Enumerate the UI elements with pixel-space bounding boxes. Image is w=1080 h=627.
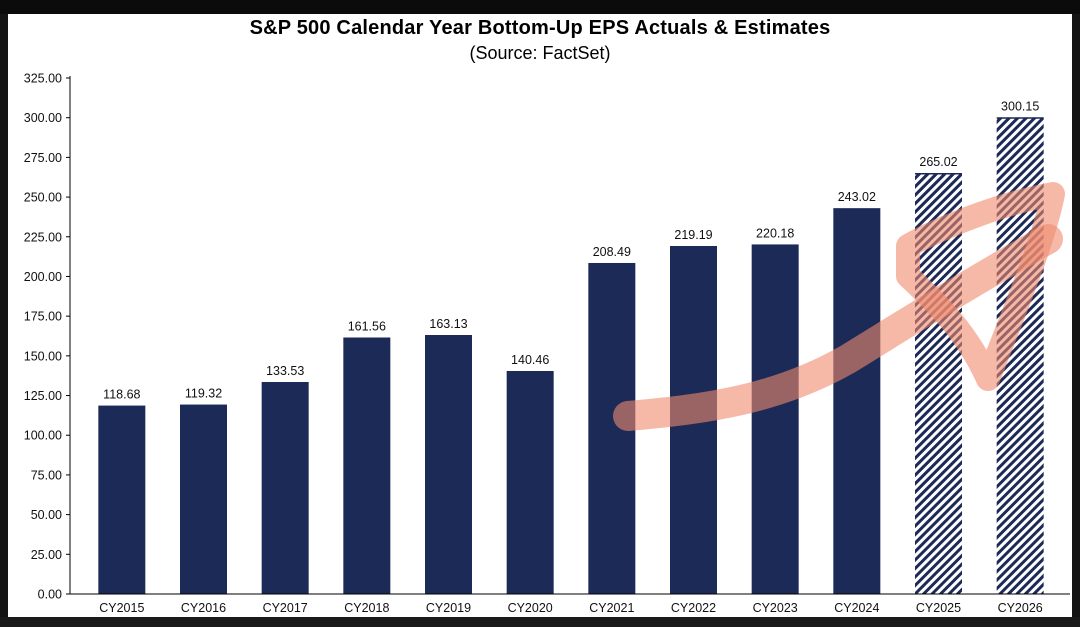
chart-card: S&P 500 Calendar Year Bottom-Up EPS Actu… <box>8 14 1072 617</box>
bar-actual <box>180 404 227 594</box>
data-label: 243.02 <box>838 190 876 204</box>
data-label: 219.19 <box>674 228 712 242</box>
y-tick-label: 0.00 <box>38 588 62 602</box>
category-label: CY2022 <box>671 601 716 615</box>
data-label: 265.02 <box>919 155 957 169</box>
eps-bar-chart: 0.00 25.00 50.00 75.00 100.00 125.00 150.00 175… <box>24 72 1070 615</box>
category-label: CY2016 <box>181 601 226 615</box>
bar-actual <box>506 370 554 594</box>
annotation-arrow-shaft <box>613 224 1063 431</box>
annotation-arrow-head <box>896 182 1065 391</box>
annotation-arrow <box>613 182 1065 431</box>
category-label: CY2023 <box>753 601 798 615</box>
data-label: 133.53 <box>266 364 304 378</box>
y-tick-label: 125.00 <box>24 389 62 403</box>
bar-actual <box>833 208 881 595</box>
top-dark-band <box>0 0 1080 14</box>
y-tick-label: 50.00 <box>31 508 62 522</box>
y-tick-label: 225.00 <box>24 230 62 244</box>
chart-subtitle: (Source: FactSet) <box>469 43 611 63</box>
category-label: CY2024 <box>834 601 879 615</box>
bar-actual <box>425 334 472 594</box>
category-label: CY2021 <box>589 601 634 615</box>
data-label: 119.32 <box>185 387 222 401</box>
y-tick-label: 75.00 <box>31 468 62 482</box>
bar-actual <box>261 381 309 594</box>
data-label: 163.13 <box>429 317 467 331</box>
category-label: CY2018 <box>344 601 389 615</box>
bar-actual <box>751 244 799 594</box>
data-label: 300.15 <box>1001 99 1039 113</box>
y-tick-label: 25.00 <box>31 548 62 562</box>
bottom-dark-band <box>0 617 1080 627</box>
y-tick-label: 150.00 <box>24 349 62 363</box>
category-label: CY2015 <box>99 601 144 615</box>
data-label: 208.49 <box>593 245 631 259</box>
category-label: CY2017 <box>263 601 308 615</box>
bar-actual <box>98 405 146 594</box>
category-label: CY2025 <box>916 601 961 615</box>
y-tick-label: 325.00 <box>24 72 62 86</box>
bar-actual <box>343 337 391 594</box>
y-tick-label: 200.00 <box>24 270 62 284</box>
y-axis: 0.00 25.00 50.00 75.00 100.00 125.00 150.00 175… <box>24 72 71 602</box>
category-label: CY2026 <box>998 601 1043 615</box>
category-label: CY2020 <box>508 601 553 615</box>
y-tick-label: 175.00 <box>24 310 62 324</box>
y-tick-label: 100.00 <box>24 429 62 443</box>
chart-title: S&P 500 Calendar Year Bottom-Up EPS Actu… <box>249 17 831 39</box>
data-label: 118.68 <box>103 388 140 402</box>
data-label: 161.56 <box>348 319 386 333</box>
data-label: 140.46 <box>511 353 549 367</box>
category-label: CY2019 <box>426 601 471 615</box>
y-tick-label: 300.00 <box>24 111 62 125</box>
bars: 118.68 119.32 133.53 161.56 163.13 140.46 208.… <box>98 99 1044 595</box>
data-label: 220.18 <box>756 226 794 240</box>
x-axis: CY2015 CY2016 CY2017 CY2018 CY2019 CY2020 CY20… <box>70 593 1070 615</box>
y-tick-label: 275.00 <box>24 151 62 165</box>
y-tick-label: 250.00 <box>24 191 62 205</box>
